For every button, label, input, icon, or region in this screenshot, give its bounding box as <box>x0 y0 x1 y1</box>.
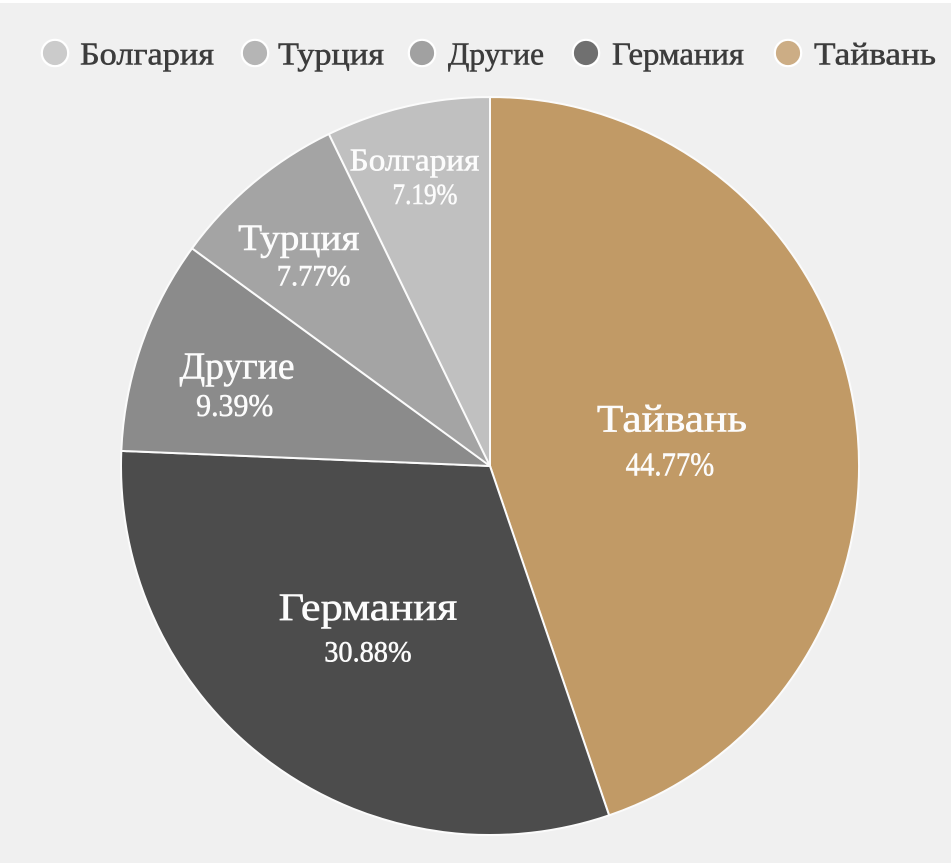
svg-text:Турция: Турция <box>278 36 384 72</box>
svg-text:9.39%: 9.39% <box>196 388 273 423</box>
svg-text:Тайвань: Тайвань <box>597 396 747 440</box>
svg-text:Другие: Другие <box>448 36 544 72</box>
svg-text:7.19%: 7.19% <box>393 179 458 211</box>
svg-text:Германия: Германия <box>612 36 744 72</box>
svg-text:Болгария: Болгария <box>350 141 480 177</box>
svg-text:Германия: Германия <box>279 585 458 629</box>
svg-text:30.88%: 30.88% <box>324 637 411 669</box>
svg-text:Болгария: Болгария <box>80 36 214 72</box>
svg-text:7.77%: 7.77% <box>277 260 351 293</box>
svg-text:Турция: Турция <box>238 218 359 259</box>
svg-text:Тайвань: Тайвань <box>814 36 936 72</box>
svg-text:Другие: Другие <box>179 346 294 388</box>
svg-text:44.77%: 44.77% <box>626 447 715 484</box>
